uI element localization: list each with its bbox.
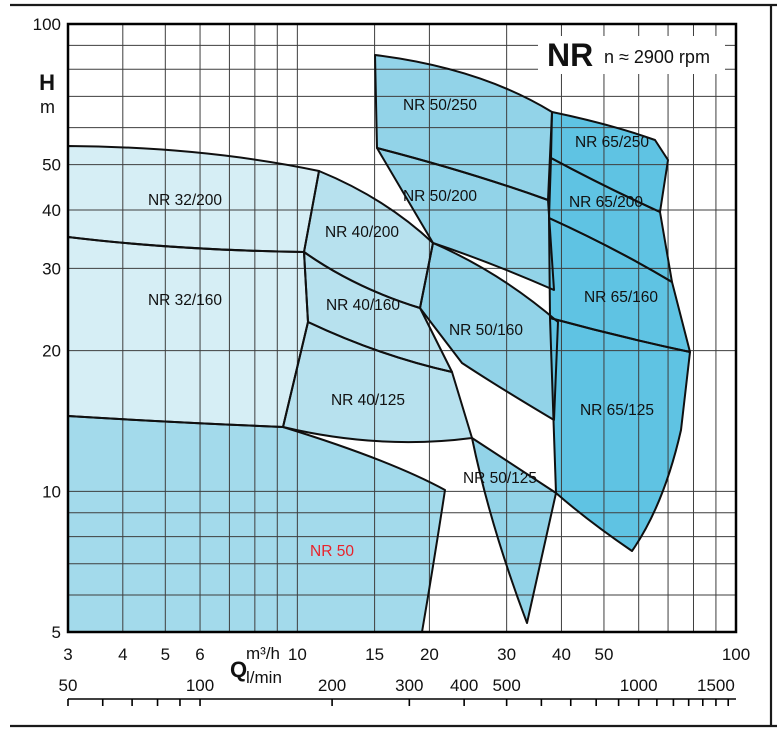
pump-region-border-nr50-band [67, 415, 446, 633]
y-tick-label: 100 [33, 15, 61, 34]
region-label-nr40-160: NR 40/160 [326, 297, 400, 314]
region-label-nr65-250: NR 65/250 [575, 134, 649, 151]
region-label-nr50-band: NR 50 [310, 543, 354, 560]
region-label-nr50-160: NR 50/160 [449, 322, 523, 339]
pump-region-fills [68, 55, 690, 632]
x-tick-label-m3h: 3 [63, 645, 72, 664]
page-border [10, 3, 777, 728]
pump-region-nr65-125 [550, 318, 690, 551]
title-box [538, 36, 725, 74]
x-tick-label-m3h: 30 [497, 645, 516, 664]
chart-title-series: NR [547, 37, 593, 73]
x-tick-label-lmin: 1000 [620, 676, 658, 695]
pump-region-border-nr65-125 [549, 317, 691, 552]
x-axis-symbol: Q [230, 657, 247, 682]
y-axis-tick-labels: 100 50 40 30 20 10 5 [33, 15, 61, 642]
pump-region-nr65-160 [549, 218, 690, 352]
y-tick-label: 40 [42, 201, 61, 220]
x-axis-m3h-tick-labels: 3 4 5 6 10 15 20 30 40 50 100 [63, 645, 750, 664]
y-tick-label: 10 [42, 482, 61, 501]
y-tick-label: 5 [52, 623, 61, 642]
lmin-axis [67, 698, 736, 706]
y-axis-symbol: H [39, 70, 55, 95]
pump-region-border-nr50-160 [419, 242, 559, 421]
region-label-nr65-125: NR 65/125 [580, 402, 654, 419]
pump-region-nr40-200 [304, 171, 433, 308]
x-tick-label-m3h: 20 [420, 645, 439, 664]
x-tick-label-m3h: 40 [552, 645, 571, 664]
x-tick-label-m3h: 6 [195, 645, 204, 664]
x-tick-label-m3h: 100 [722, 645, 750, 664]
x-axis-unit-lmin: l/min [246, 668, 282, 687]
pump-region-nr32-200 [68, 146, 319, 252]
x-tick-label-lmin: 50 [59, 676, 78, 695]
y-tick-label: 20 [42, 342, 61, 361]
x-tick-label-lmin: 1500 [697, 676, 735, 695]
pump-region-nr40-125 [283, 322, 472, 443]
y-axis-unit: m [40, 97, 55, 117]
pump-region-nr50-160 [420, 243, 558, 420]
chart-title-speed: n ≈ 2900 rpm [604, 47, 710, 67]
pump-region-nr65-200 [549, 158, 672, 282]
pump-region-borders [67, 54, 691, 633]
region-label-nr40-125: NR 40/125 [331, 392, 405, 409]
pump-region-border-nr50-200 [376, 147, 555, 291]
x-axis-unit-m3h: m³/h [246, 644, 280, 663]
x-tick-label-m3h: 10 [288, 645, 307, 664]
x-tick-label-m3h: 15 [365, 645, 384, 664]
region-label-nr40-200: NR 40/200 [325, 224, 399, 241]
plot-frame [66, 22, 738, 634]
x-tick-label-m3h: 50 [594, 645, 613, 664]
pump-region-nr50-band [68, 416, 445, 632]
x-tick-label-lmin: 200 [318, 676, 346, 695]
region-label-nr65-200: NR 65/200 [569, 194, 643, 211]
x-tick-label-lmin: 100 [186, 676, 214, 695]
pump-region-border-nr50-125 [471, 437, 557, 624]
pump-region-nr50-125 [472, 438, 556, 623]
x-tick-label-m3h: 5 [161, 645, 170, 664]
region-label-nr32-160: NR 32/160 [148, 292, 222, 309]
pump-region-nr40-160 [304, 252, 452, 372]
region-label-nr50-125: NR 50/125 [463, 470, 537, 487]
pump-region-labels: NR 32/200 NR 32/160 NR 40/200 NR 40/160 NR 4… [148, 97, 658, 560]
pump-region-nr32-160 [68, 237, 308, 427]
region-label-nr65-160: NR 65/160 [584, 289, 658, 306]
region-label-nr32-200: NR 32/200 [148, 192, 222, 209]
pump-region-nr50-200 [377, 148, 554, 290]
region-label-nr50-250: NR 50/250 [403, 97, 477, 114]
y-tick-label: 30 [42, 259, 61, 278]
x-tick-label-m3h: 4 [118, 645, 127, 664]
x-tick-label-lmin: 300 [395, 676, 423, 695]
x-tick-label-lmin: 400 [450, 676, 478, 695]
region-label-nr50-200: NR 50/200 [403, 188, 477, 205]
y-tick-label: 50 [42, 156, 61, 175]
x-axis-lmin-tick-labels: 50 100 200 300 400 500 1000 1500 [59, 676, 735, 695]
x-tick-label-lmin: 500 [492, 676, 520, 695]
